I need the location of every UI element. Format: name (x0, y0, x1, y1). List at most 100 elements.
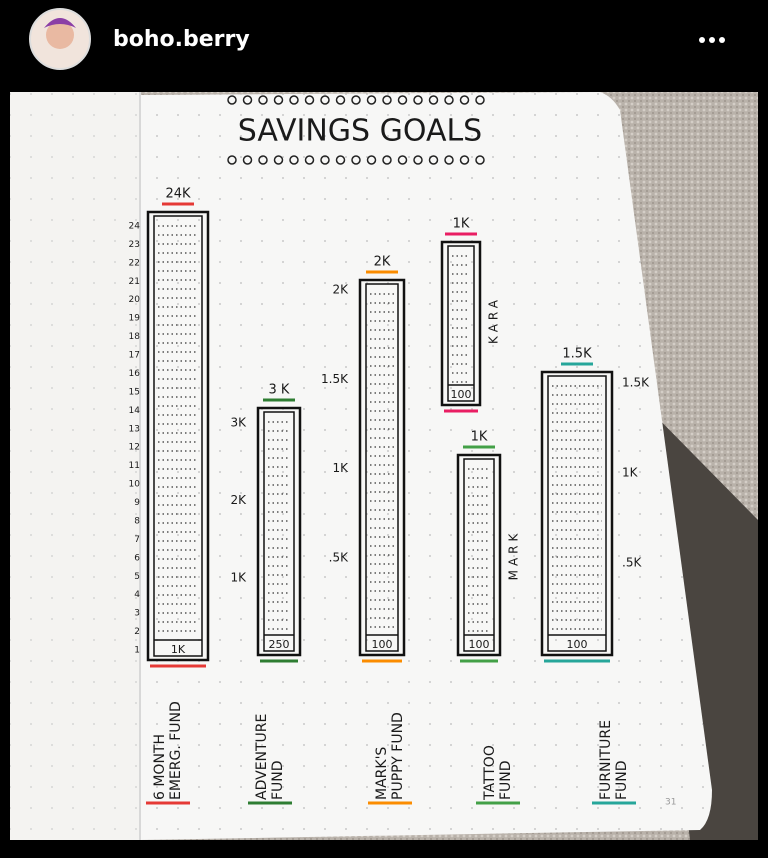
start-label: 1K (171, 643, 186, 656)
deco-circle (397, 95, 408, 105)
fund-name: FURNITURE (598, 720, 614, 800)
deco-circle (289, 155, 299, 165)
scale-label: 17 (129, 351, 140, 361)
tracker-box (540, 370, 614, 657)
scale-label: 13 (129, 424, 140, 434)
tracker-box (146, 210, 210, 662)
deco-circle (366, 155, 377, 165)
scale-label: 1 (134, 646, 140, 656)
scale-label: 24 (129, 222, 141, 232)
scale-label: 7 (134, 535, 140, 545)
username[interactable]: boho.berry (113, 27, 250, 52)
start-label: 100 (567, 638, 588, 651)
scale-label: 1.5K (321, 372, 349, 386)
deco-circle (351, 155, 361, 165)
scale-label: 6 (134, 553, 140, 563)
scale-label: 2 (134, 627, 140, 637)
scale-label: 3 (134, 609, 140, 619)
deco-circle (382, 95, 392, 105)
start-label: 250 (269, 638, 290, 651)
scale-label: 20 (129, 295, 141, 305)
fund-name: FUND (270, 760, 286, 800)
fund-name: TATTOO (482, 745, 498, 801)
scale-label: 1.5K (622, 376, 650, 390)
avatar-hair (44, 18, 76, 28)
deco-circle (428, 95, 439, 105)
journal-title: SAVINGS GOALS (238, 114, 482, 149)
scale-label: 11 (129, 461, 140, 471)
deco-circle (227, 95, 237, 105)
scale-label: 14 (129, 406, 141, 416)
deco-circle (304, 155, 315, 165)
side-label: MARK (507, 530, 521, 581)
deco-circle (273, 155, 284, 165)
deco-circle (304, 95, 315, 105)
scale-label: 5 (134, 572, 140, 582)
deco-circle (397, 155, 408, 165)
deco-circle (320, 155, 330, 165)
deco-circle (320, 95, 330, 105)
deco-circle (428, 155, 439, 165)
fund-name: PUPPY FUND (390, 712, 406, 800)
scale-label: 3K (230, 416, 247, 430)
scale-label: 21 (129, 277, 140, 287)
more-button[interactable] (699, 37, 725, 43)
scale-label: 1K (230, 571, 247, 585)
scale-label: 2K (332, 283, 349, 297)
start-label: 100 (469, 638, 490, 651)
scale-label: 15 (129, 387, 140, 397)
fund-name: MARK'S (374, 747, 390, 800)
start-label: 100 (451, 388, 472, 401)
left-page-dots (10, 92, 140, 840)
tracker-inner (263, 411, 295, 652)
tracker-box (358, 278, 406, 657)
deco-circle (242, 95, 253, 105)
scale-label: 9 (134, 498, 140, 508)
fund-name: FUND (614, 760, 630, 800)
deco-circle (289, 95, 299, 105)
scale-label: 8 (134, 516, 140, 526)
scale-label: 12 (129, 443, 140, 453)
tracker-inner (463, 458, 495, 652)
scale-label: 1K (622, 466, 639, 480)
deco-circle (444, 155, 454, 165)
scale-label: 2K (230, 493, 247, 507)
deco-circle (475, 95, 485, 105)
deco-circle (242, 155, 253, 165)
scale-label: 16 (129, 369, 141, 379)
page-dots (140, 92, 712, 840)
deco-circle (335, 155, 346, 165)
deco-circle (273, 95, 284, 105)
deco-circle (444, 95, 454, 105)
tracker-box (256, 406, 302, 657)
scale-label: 10 (129, 480, 141, 490)
tracker-inner (447, 245, 475, 402)
scale-label: 4 (134, 590, 140, 600)
scale-label: 23 (129, 240, 140, 250)
tracker-box (456, 453, 502, 657)
fund-name: FUND (498, 760, 514, 800)
scale-label: 22 (129, 258, 140, 268)
deco-circle (475, 155, 485, 165)
scale-label: 19 (129, 314, 141, 324)
deco-circle (459, 95, 470, 105)
fund-name: ADVENTURE (254, 714, 270, 800)
start-label: 100 (372, 638, 393, 651)
goal-label: 3 K (269, 383, 290, 398)
tracker-inner (547, 375, 607, 652)
deco-circle (258, 95, 268, 105)
title-decoration (227, 95, 485, 165)
deco-circle (413, 95, 423, 105)
tracker-inner (365, 283, 399, 652)
goal-label: 1K (453, 217, 470, 232)
scale-label: 1K (332, 461, 349, 475)
deco-circle (351, 95, 361, 105)
fund-name: 6 MONTH (152, 734, 168, 800)
goal-label: 2K (374, 255, 391, 270)
page-number: 31 (665, 798, 676, 808)
deco-circle (366, 95, 377, 105)
scale-label: .5K (329, 551, 349, 565)
scale-label: 18 (129, 332, 141, 342)
